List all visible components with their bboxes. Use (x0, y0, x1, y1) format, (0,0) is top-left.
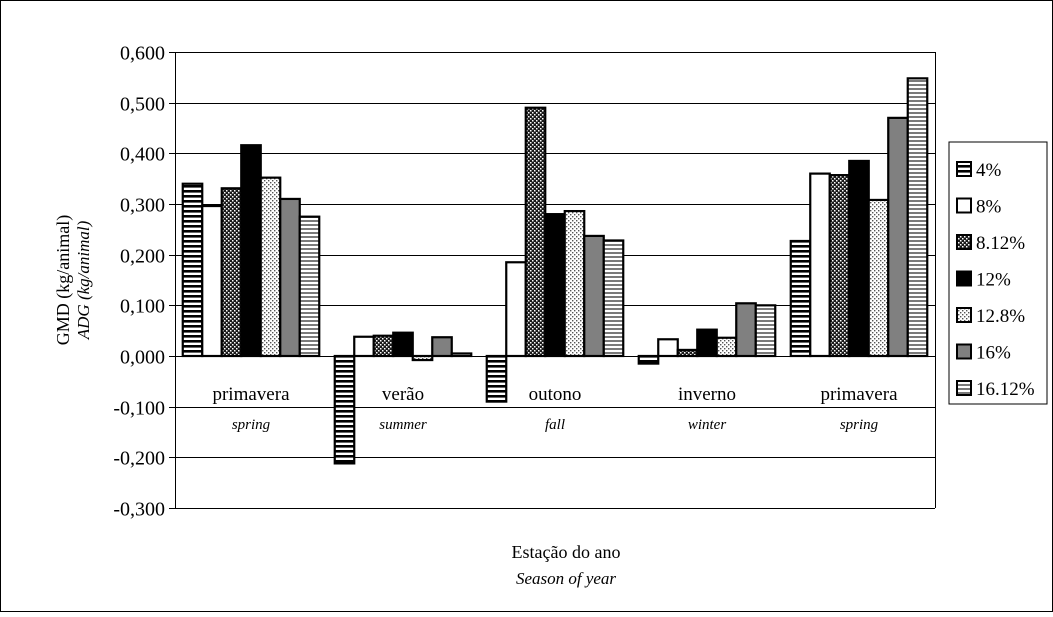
y-tick-label: 0,200 (120, 246, 165, 268)
bar-12--1 (240, 144, 262, 358)
bar-8-12--5 (828, 174, 851, 358)
bar-12--2 (392, 331, 414, 358)
legend-swatch (956, 270, 972, 287)
x-axis-subtitle: Season of year (516, 569, 616, 588)
y-tick-label: -0,200 (113, 448, 165, 470)
bar-4--4 (637, 354, 660, 365)
bar-4--3 (485, 354, 508, 403)
bar-4--5 (789, 239, 812, 358)
bar-16-12--5 (906, 77, 929, 358)
y-tick-label: 0,300 (120, 195, 165, 217)
y-tick-label: 0,500 (120, 94, 165, 116)
bar-12--5 (848, 159, 870, 358)
bar-16--1 (279, 197, 301, 358)
bar-12--3 (544, 213, 566, 358)
legend-swatch (956, 234, 972, 250)
bar-4--1 (181, 182, 204, 358)
bar-12-8--3 (563, 209, 586, 358)
bar-8-12--3 (524, 106, 547, 358)
bar-8--3 (505, 261, 527, 358)
y-tick-label: 0,400 (120, 144, 165, 166)
bar-4--2 (333, 354, 356, 465)
category-labels: primavera spring verão summer outono fall inve… (212, 384, 898, 433)
legend-swatch (956, 380, 972, 396)
legend-label: 8.12% (976, 233, 1025, 254)
bar-12-8--5 (867, 198, 890, 358)
legend-swatch (956, 197, 972, 214)
legend-swatch (956, 307, 972, 323)
y-tick-label: -0,100 (113, 398, 165, 420)
bar-16--4 (735, 302, 757, 358)
bar-16--5 (887, 116, 909, 358)
bar-16-12--2 (450, 352, 473, 358)
bar-8--4 (657, 338, 679, 358)
category-subtitle: spring (232, 417, 271, 433)
legend-label: 12% (976, 270, 1011, 291)
axes (169, 52, 936, 509)
bar-12-8--4 (715, 336, 738, 358)
legend: 4% 8% 8.12% 12% 12.8% 16% 16.12% (948, 141, 1048, 405)
y-tick-label: 0,000 (120, 347, 165, 369)
bar-12--4 (696, 328, 718, 358)
bar-16-12--1 (298, 215, 321, 358)
bar-16--2 (431, 336, 453, 358)
category-label: inverno (678, 384, 736, 405)
bar-8-12--2 (372, 334, 395, 358)
category-label: verão (382, 384, 424, 405)
bar-16-12--3 (602, 239, 625, 358)
y-axis-subtitle: ADG (kg/animal) (74, 220, 93, 340)
legend-swatch (956, 161, 972, 177)
category-subtitle: winter (688, 417, 726, 433)
y-tick-labels: -0,300 -0,200 -0,100 0,000 0,100 0,200 0,300 0,… (113, 43, 165, 521)
legend-swatch (956, 343, 972, 360)
bar-8-12--4 (676, 348, 699, 358)
y-axis-title: GMD (kg/animal) (53, 215, 74, 345)
bar-8--1 (201, 204, 223, 358)
y-tick-label: -0,300 (113, 499, 165, 521)
x-axis-title: Estação do ano (512, 542, 621, 562)
bar-16--3 (583, 234, 605, 358)
category-subtitle: fall (545, 417, 565, 433)
bar-16-12--4 (754, 304, 777, 358)
legend-label: 8% (976, 197, 1002, 218)
y-tick-label: 0,600 (120, 43, 165, 65)
category-subtitle: spring (840, 417, 879, 433)
legend-label: 12.8% (976, 306, 1025, 327)
bar-8--5 (809, 172, 831, 358)
legend-label: 16% (976, 343, 1011, 364)
legend-label: 4% (976, 160, 1002, 181)
bar-8--2 (353, 335, 375, 358)
category-label: primavera (212, 384, 290, 405)
legend-label: 16.12% (976, 379, 1035, 400)
bar-12-8--1 (259, 176, 282, 358)
y-tick-label: 0,100 (120, 296, 165, 318)
category-subtitle: summer (379, 417, 427, 433)
bar-8-12--1 (220, 187, 243, 358)
category-label: outono (529, 384, 582, 405)
category-label: primavera (820, 384, 898, 405)
